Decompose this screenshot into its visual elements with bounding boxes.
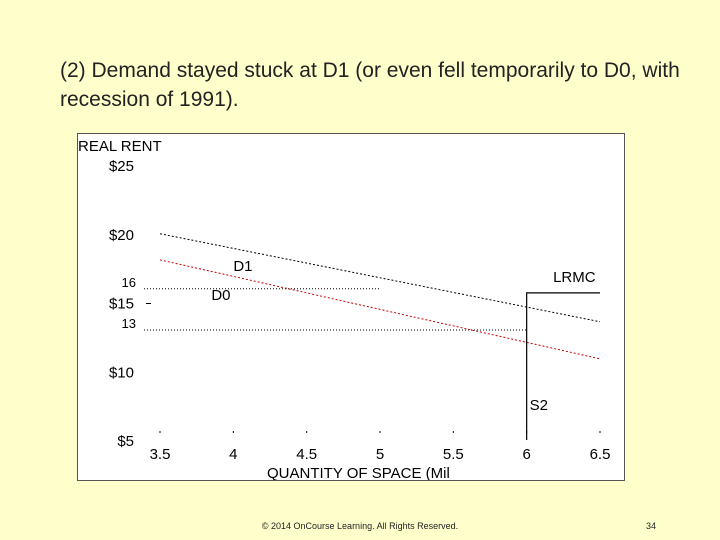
x-tick-label: 6 <box>522 446 530 463</box>
y-axis-title: REAL RENT <box>78 138 162 155</box>
y-tick-label: $25 <box>109 158 134 175</box>
chart-annotation: LRMC <box>553 269 596 286</box>
rent-chart: REAL RENT QUANTITY OF SPACE (Mil $25 $20 $… <box>78 138 611 480</box>
footer-copyright: © 2014 OnCourse Learning. All Rights Res… <box>261 521 459 531</box>
y-extra-tick-label: 13 <box>122 316 136 331</box>
y-tick-label: $20 <box>109 227 134 244</box>
slide-title: (2) Demand stayed stuck at D1 (or even f… <box>60 59 680 111</box>
y-tick-label: $10 <box>109 364 134 381</box>
x-tick-label: 5.5 <box>443 446 464 463</box>
page-number: 34 <box>646 521 657 531</box>
series-line-d0 <box>159 259 601 360</box>
y-tick-label: $15 <box>109 296 134 313</box>
x-axis-title: QUANTITY OF SPACE (Mil <box>267 465 450 480</box>
x-tick-label: 4.5 <box>296 446 317 463</box>
series-line-lrmc <box>526 292 600 440</box>
x-tick-label: 3.5 <box>150 446 171 463</box>
x-tick-label: 4 <box>229 446 237 463</box>
chart-annotation: S2 <box>530 397 548 414</box>
y-extra-tick-label: 16 <box>122 275 136 290</box>
chart-frame: REAL RENT QUANTITY OF SPACE (Mil $25 $20 $… <box>77 133 625 481</box>
series-line-d1 <box>159 233 601 323</box>
y-tick-label: $5 <box>117 433 134 450</box>
x-tick-label: 5 <box>376 446 384 463</box>
x-tick-label: 6.5 <box>590 446 611 463</box>
chart-annotation: D1 <box>233 258 252 275</box>
chart-annotation: D0 <box>211 287 230 304</box>
